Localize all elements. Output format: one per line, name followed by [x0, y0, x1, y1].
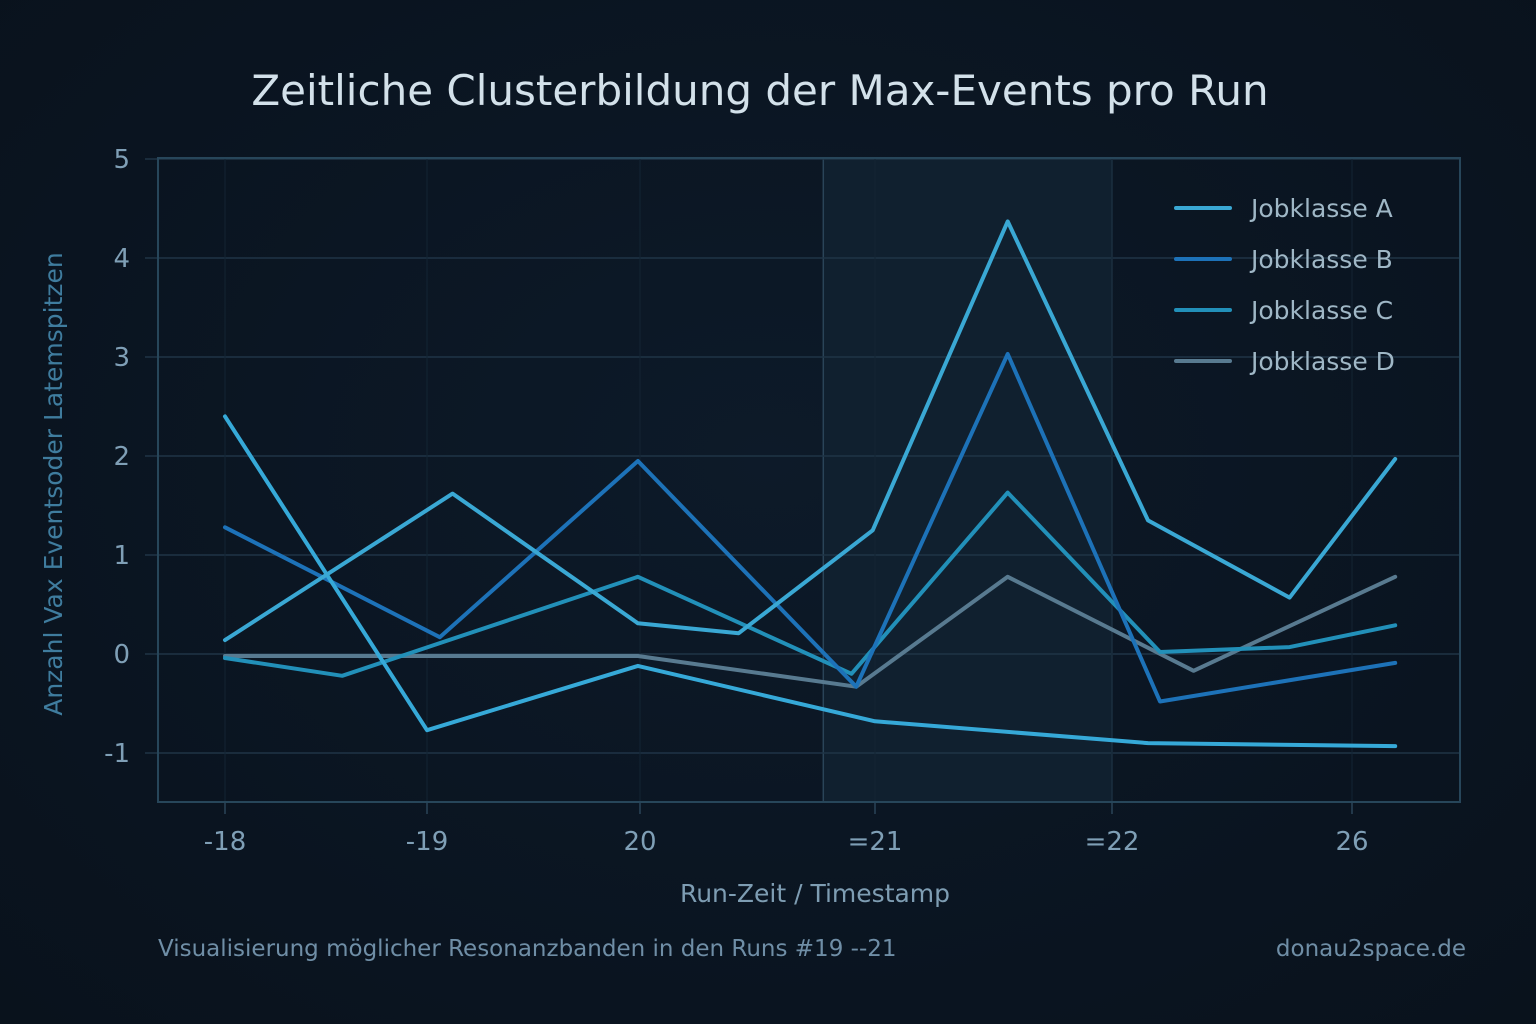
x-tick-label: 26 [1335, 827, 1368, 857]
y-tick-label: 5 [113, 145, 130, 175]
legend-item-label: Jobklasse D [1249, 347, 1395, 376]
highlight-band [823, 158, 1112, 802]
y-tick-label: -1 [104, 739, 130, 769]
y-axis-label: Anzahl Vax Eventsoder Latemspitzen [39, 252, 68, 716]
x-tick-label: -19 [406, 827, 448, 857]
legend-item-label: Jobklasse B [1249, 245, 1393, 274]
footer-source: donau2space.de [1276, 936, 1466, 962]
x-tick-label: 20 [623, 827, 656, 857]
x-tick-label: =22 [1085, 827, 1140, 857]
y-tick-label: 4 [113, 244, 130, 274]
footer-caption: Visualisierung möglicher Resonanzbanden … [158, 936, 897, 962]
x-tick-label: -18 [204, 827, 246, 857]
plot-frame [157, 157, 1461, 803]
legend-item-label: Jobklasse A [1249, 194, 1393, 223]
y-tick-label: 2 [113, 442, 130, 472]
series-line-unlabeled [223, 414, 1398, 749]
x-tick-label: =21 [848, 827, 903, 857]
y-tick-label: 1 [113, 541, 130, 571]
legend-item-label: Jobklasse C [1249, 296, 1393, 325]
series-line-jobklasse-c [223, 490, 1398, 678]
chart-title: Zeitliche Clusterbildung der Max-Events … [251, 66, 1268, 115]
series-line-jobklasse-b [223, 352, 1398, 704]
y-tick-label: 3 [113, 343, 130, 373]
series-line-jobklasse-d [223, 574, 1398, 689]
y-tick-label: 0 [113, 640, 130, 670]
x-axis-label: Run-Zeit / Timestamp [680, 879, 950, 908]
series-line-jobklasse-a [223, 219, 1398, 643]
